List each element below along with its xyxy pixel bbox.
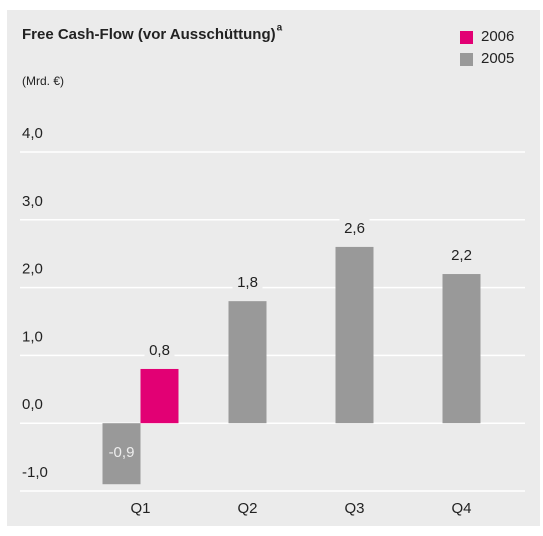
value-label: 2,6 [344,220,365,237]
value-label-bg [144,338,175,361]
chart-background [7,10,540,526]
y-tick-label: 0,0 [22,396,43,413]
y-tick-label: 3,0 [22,193,43,210]
legend-swatch [460,53,473,66]
value-label: 0,8 [149,342,170,359]
legend-swatch [460,31,473,44]
value-label-bg [232,271,263,294]
chart-subtitle: (Mrd. €) [22,74,64,88]
value-label: 1,8 [237,274,258,291]
value-label-bg [446,244,477,267]
bar [102,423,141,485]
x-tick-label: Q2 [237,500,257,517]
bar [335,246,374,424]
x-tick-label: Q1 [130,500,150,517]
x-tick-label: Q3 [344,500,364,517]
title-superscript: a [277,23,283,34]
value-label-bg [339,216,370,239]
legend-label: 2005 [481,50,514,67]
value-label: -0,9 [109,444,135,461]
y-tick-label: 2,0 [22,261,43,278]
chart-title: Free Cash-Flow (vor Ausschüttung) [22,26,276,43]
bar [140,368,179,424]
y-tick-label: -1,0 [22,464,48,481]
y-tick-label: 1,0 [22,328,43,345]
value-label: 2,2 [451,247,472,264]
bar [228,301,267,424]
legend-label: 2006 [481,28,514,45]
bar [442,274,481,424]
y-tick-label: 4,0 [22,125,43,142]
x-tick-label: Q4 [451,500,471,517]
